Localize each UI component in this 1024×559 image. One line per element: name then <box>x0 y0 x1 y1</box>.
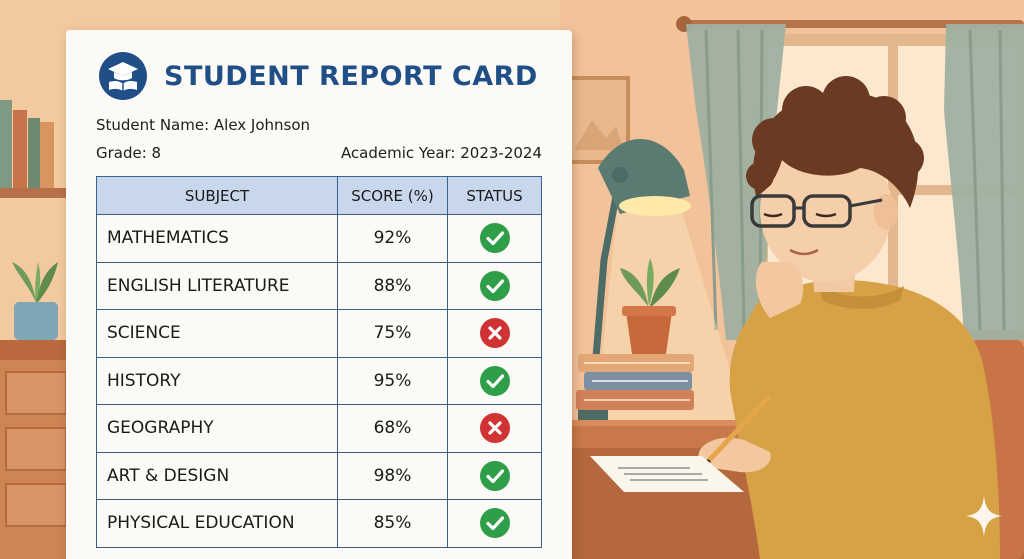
check-circle-icon <box>479 508 510 539</box>
column-header-status: STATUS <box>447 176 542 215</box>
potted-plant-left <box>12 262 58 340</box>
score-cell: 68% <box>337 404 448 453</box>
column-header-subject: SUBJECT <box>96 176 338 215</box>
table-row: ENGLISH LITERATURE 88% <box>96 261 542 310</box>
desk-lamp <box>578 139 691 430</box>
potted-plant-desk <box>620 258 680 354</box>
grades-table-header: SUBJECT SCORE (%) STATUS <box>96 176 542 215</box>
student-name-line: Student Name: Alex Johnson <box>96 116 311 134</box>
x-circle-icon <box>479 413 510 444</box>
table-row: ART & DESIGN 98% <box>96 451 542 500</box>
subject-cell: SCIENCE <box>96 309 338 358</box>
academic-year-line: Academic Year: 2023-2024 <box>340 144 542 162</box>
paper-on-desk <box>590 456 744 492</box>
wall-shelf <box>0 100 70 198</box>
subject-cell: GEOGRAPHY <box>96 404 338 453</box>
table-row: GEOGRAPHY 68% <box>96 404 542 453</box>
check-circle-icon <box>479 223 510 254</box>
score-cell: 75% <box>337 309 448 358</box>
status-cell <box>447 309 542 358</box>
check-circle-icon <box>479 270 510 301</box>
status-cell <box>447 214 542 263</box>
x-circle-icon <box>479 318 510 349</box>
grade-line: Grade: 8 <box>96 144 162 162</box>
student-illustration <box>697 76 1000 559</box>
subject-cell: HISTORY <box>96 356 338 405</box>
score-cell: 95% <box>337 356 448 405</box>
table-row: SCIENCE 75% <box>96 309 542 358</box>
report-card: STUDENT REPORT CARD Student Name: Alex J… <box>66 30 572 559</box>
score-cell: 85% <box>337 499 448 548</box>
table-row: MATHEMATICS 92% <box>96 214 542 263</box>
check-circle-icon <box>479 460 510 491</box>
subject-cell: PHYSICAL EDUCATION <box>96 499 338 548</box>
status-cell <box>447 261 542 310</box>
check-circle-icon <box>479 365 510 396</box>
table-row: HISTORY 95% <box>96 356 542 405</box>
score-cell: 92% <box>337 214 448 263</box>
subject-cell: ENGLISH LITERATURE <box>96 261 338 310</box>
report-card-title: STUDENT REPORT CARD <box>164 60 538 92</box>
status-cell <box>447 499 542 548</box>
table-row: PHYSICAL EDUCATION 85% <box>96 499 542 548</box>
status-cell <box>447 356 542 405</box>
book-stack <box>576 354 694 410</box>
report-card-header: STUDENT REPORT CARD <box>98 50 538 102</box>
dresser <box>0 340 72 559</box>
graduation-cap-book-icon <box>99 52 147 100</box>
status-cell <box>447 451 542 500</box>
score-cell: 98% <box>337 451 448 500</box>
sparkle-icon <box>966 496 1002 536</box>
grades-table: SUBJECT SCORE (%) STATUS MATHEMATICS 92% E… <box>96 176 542 548</box>
column-header-score: SCORE (%) <box>337 176 448 215</box>
status-cell <box>447 404 542 453</box>
score-cell: 88% <box>337 261 448 310</box>
subject-cell: MATHEMATICS <box>96 214 338 263</box>
subject-cell: ART & DESIGN <box>96 451 338 500</box>
